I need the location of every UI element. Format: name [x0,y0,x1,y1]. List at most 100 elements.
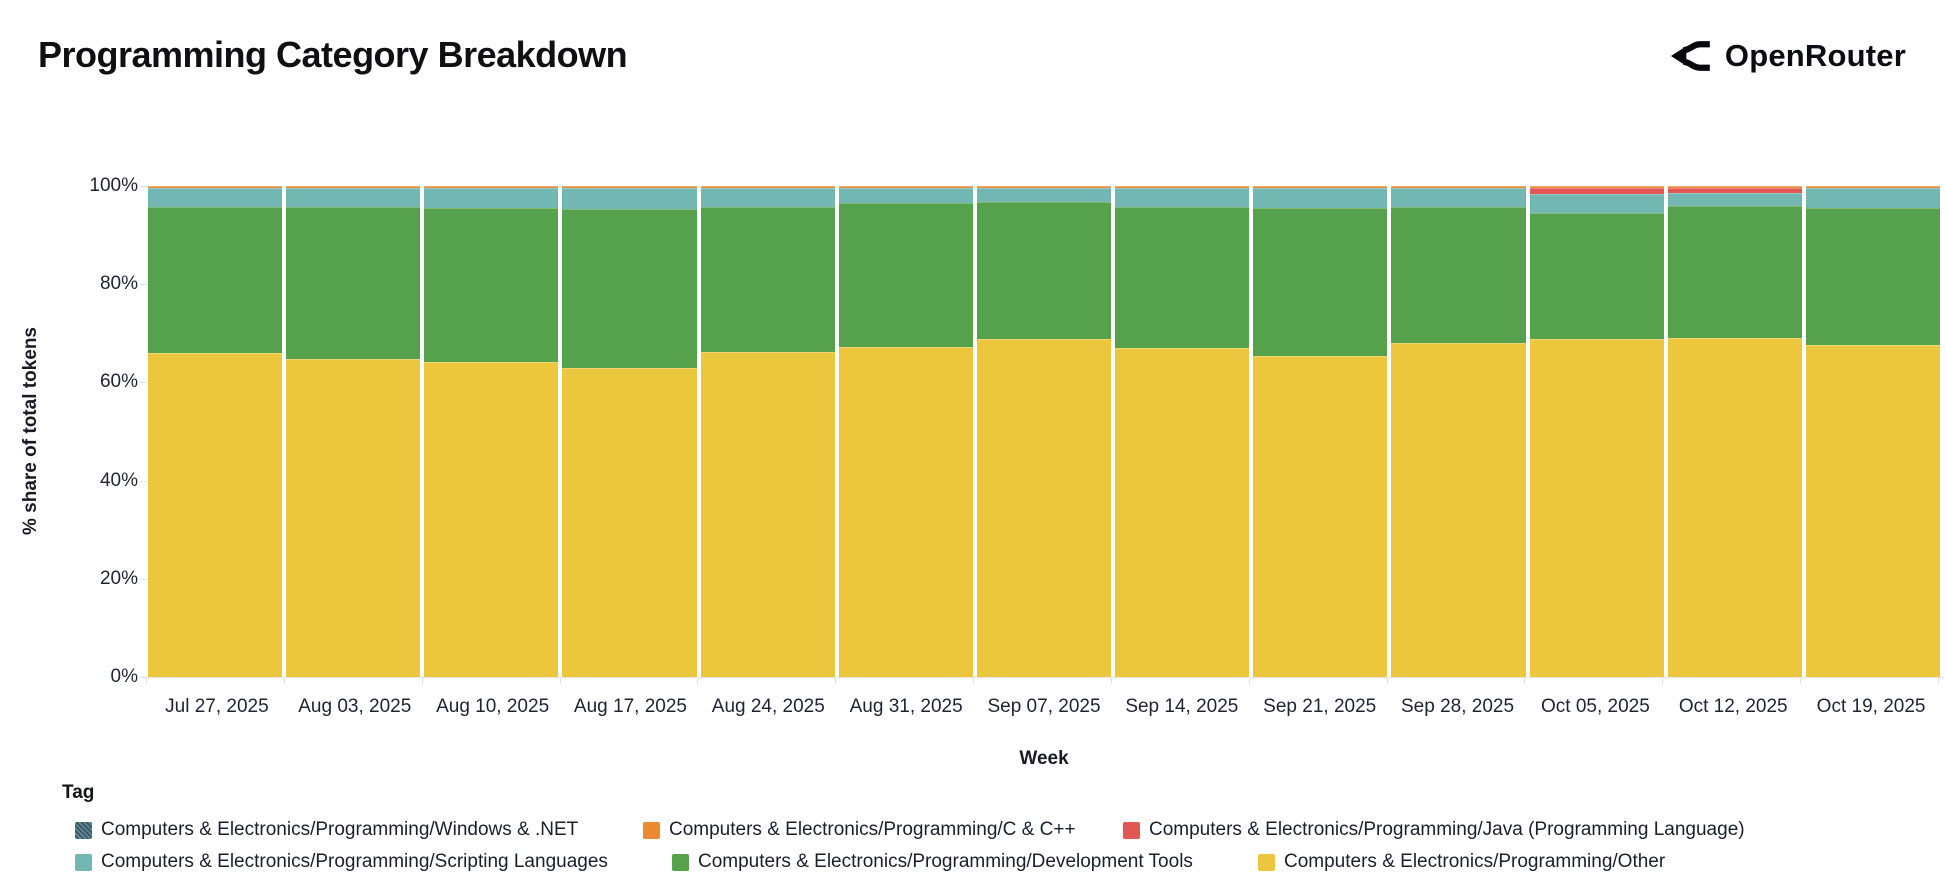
bar-segment[interactable] [1529,339,1664,677]
bar-segment[interactable] [1391,188,1526,208]
legend-item[interactable]: Computers & Electronics/Programming/Othe… [1258,851,1666,872]
bar-oct-12-2025[interactable] [1667,186,1802,677]
bar-segment[interactable] [1253,186,1388,189]
bar-segment[interactable] [148,352,283,677]
x-tick-mark [146,678,147,684]
x-tick-label: Oct 19, 2025 [1816,696,1926,717]
bar-aug-17-2025[interactable] [562,186,697,677]
bar-segment[interactable] [148,186,283,189]
bar-sep-21-2025[interactable] [1253,186,1388,677]
bar-oct-19-2025[interactable] [1805,186,1941,677]
bar-segment[interactable] [1667,192,1802,207]
bar-segment[interactable] [1253,188,1388,209]
legend-item[interactable]: Computers & Electronics/Programming/Deve… [672,851,1193,872]
x-tick-mark [1800,678,1802,684]
bar-aug-10-2025[interactable] [424,186,559,677]
legend-label: Computers & Electronics/Programming/Scri… [101,851,608,872]
legend-label: Computers & Electronics/Programming/Wind… [101,819,579,840]
legend-item[interactable]: Computers & Electronics/Programming/Scri… [75,851,608,872]
x-tick-mark [559,678,561,684]
bar-segment[interactable] [976,339,1112,677]
bar-segment[interactable] [1115,348,1250,677]
bar-segment[interactable] [562,186,697,189]
x-tick-mark [973,678,975,684]
bar-segment[interactable] [976,186,1112,189]
bar-segment[interactable] [1667,187,1802,193]
x-tick-mark [1524,678,1526,684]
bar-segment[interactable] [1529,187,1664,194]
bar-segment[interactable] [1529,193,1664,214]
x-tick-label: Aug 31, 2025 [849,696,963,717]
bar-segment[interactable] [1391,343,1526,677]
bar-segment[interactable] [1253,355,1388,677]
bar-segment[interactable] [1391,207,1526,344]
openrouter-icon [1670,41,1710,71]
bar-segment[interactable] [562,368,697,677]
bar-segment[interactable] [1115,186,1250,189]
bar-segment[interactable] [700,207,835,352]
bar-aug-03-2025[interactable] [286,186,421,677]
x-tick-label: Sep 28, 2025 [1401,696,1515,717]
legend-label: Computers & Electronics/Programming/Deve… [698,851,1193,872]
bar-segment[interactable] [1667,186,1802,188]
x-axis-title: Week [1019,748,1069,769]
x-axis-line [140,677,1944,678]
y-tick-mark [140,480,147,482]
bar-sep-07-2025[interactable] [976,186,1112,677]
bar-segment[interactable] [286,188,421,208]
bar-segment[interactable] [1667,206,1802,339]
bar-segment[interactable] [562,188,697,210]
bar-segment[interactable] [424,208,559,362]
bar-segment[interactable] [700,186,835,189]
legend-label: Computers & Electronics/Programming/Java… [1149,819,1745,840]
bar-segment[interactable] [976,188,1112,203]
bar-segment[interactable] [700,188,835,208]
bar-segment[interactable] [424,188,559,209]
legend-item[interactable]: Computers & Electronics/Programming/C & … [643,819,1076,840]
x-tick-mark [835,678,837,684]
bar-segment[interactable] [1253,208,1388,356]
bar-segment[interactable] [148,188,283,208]
bar-segment[interactable] [1805,188,1941,209]
x-tick-label: Aug 03, 2025 [298,696,412,717]
legend-item[interactable]: Computers & Electronics/Programming/Java… [1123,819,1745,840]
bar-segment[interactable] [1805,345,1941,677]
bar-segment[interactable] [1805,208,1941,346]
bar-segment[interactable] [1115,207,1250,349]
page-title: Programming Category Breakdown [38,34,628,75]
x-tick-label: Sep 21, 2025 [1263,696,1377,717]
bar-segment[interactable] [838,347,973,677]
bar-segment[interactable] [1805,186,1941,189]
x-tick-label: Jul 27, 2025 [165,696,269,717]
bar-aug-24-2025[interactable] [700,186,835,677]
bar-segment[interactable] [700,351,835,677]
legend-label: Computers & Electronics/Programming/Othe… [1284,851,1666,872]
y-tick-mark [140,677,147,678]
bar-segment[interactable] [838,203,973,348]
bar-segment[interactable] [1529,186,1664,188]
bar-segment[interactable] [1667,338,1802,677]
legend-item[interactable]: Computers & Electronics/Programming/Wind… [75,819,579,840]
bar-segment[interactable] [424,186,559,189]
y-tick-mark [140,186,147,187]
bar-segment[interactable] [838,186,973,189]
brand-name: OpenRouter [1724,38,1906,73]
bar-segment[interactable] [286,358,421,677]
bar-segment[interactable] [976,202,1112,340]
bar-segment[interactable] [286,207,421,359]
bar-segment[interactable] [1115,188,1250,208]
bar-segment[interactable] [838,188,973,204]
x-tick-label: Aug 24, 2025 [711,696,825,717]
bar-oct-05-2025[interactable] [1529,186,1664,677]
bar-segment[interactable] [1529,213,1664,340]
bar-segment[interactable] [424,361,559,677]
bar-segment[interactable] [286,186,421,189]
bar-aug-31-2025[interactable] [838,186,973,677]
bar-segment[interactable] [1391,186,1526,189]
legend-swatch [672,853,689,871]
bar-sep-14-2025[interactable] [1115,186,1250,677]
bar-segment[interactable] [562,209,697,369]
bar-segment[interactable] [148,207,283,353]
bar-sep-28-2025[interactable] [1391,186,1526,677]
bar-jul-27-2025[interactable] [148,186,283,677]
